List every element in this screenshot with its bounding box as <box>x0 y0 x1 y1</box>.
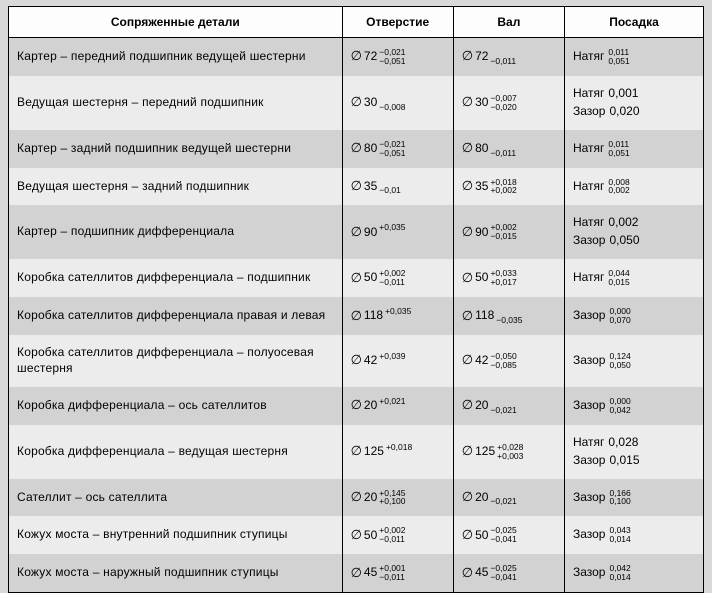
table-row: Кожух моста – наружный подшипник ступицы… <box>9 554 704 592</box>
cell-desc: Картер – задний подшипник ведущей шестер… <box>9 130 343 168</box>
cell-fit: Натяг0,0110,051 <box>564 38 703 76</box>
cell-fit: Зазор0,0000,070 <box>564 297 703 335</box>
cell-hole: ∅ 42 +0,039. <box>342 335 453 387</box>
cell-hole: ∅ 118 +0,035. <box>342 297 453 335</box>
cell-desc: Ведущая шестерня – задний подшипник <box>9 168 343 206</box>
cell-hole: ∅ 30 .−0,008 <box>342 76 453 130</box>
table-row: Кожух моста – внутренний подшипник ступи… <box>9 516 704 554</box>
cell-shaft: ∅ 30 −0,007−0,020 <box>453 76 564 130</box>
cell-hole: ∅ 125 +0,018. <box>342 425 453 479</box>
table-row: Сателлит – ось сателлита ∅ 20 +0,145+0,1… <box>9 479 704 517</box>
cell-shaft: ∅ 50 +0,033+0,017 <box>453 259 564 297</box>
table-row: Ведущая шестерня – передний подшипник ∅ … <box>9 76 704 130</box>
cell-fit: Зазор0,0420,014 <box>564 554 703 592</box>
cell-fit: Натяг0,0440,015 <box>564 259 703 297</box>
cell-shaft: ∅ 35 +0,018+0,002 <box>453 168 564 206</box>
cell-desc: Коробка дифференциала – ведущая шестерня <box>9 425 343 479</box>
cell-fit: Зазор0,1240,050 <box>564 335 703 387</box>
cell-desc: Коробка сателлитов дифференциала – полуо… <box>9 335 343 387</box>
cell-hole: ∅ 50 +0,002−0,011 <box>342 516 453 554</box>
table-row: Картер – задний подшипник ведущей шестер… <box>9 130 704 168</box>
table-header-row: Сопряженные детали Отверстие Вал Посадка <box>9 7 704 38</box>
col-header-fit: Посадка <box>564 7 703 38</box>
cell-hole: ∅ 90 +0,035. <box>342 205 453 259</box>
cell-desc: Сателлит – ось сателлита <box>9 479 343 517</box>
cell-hole: ∅ 50 +0,002−0,011 <box>342 259 453 297</box>
tolerances-table: Сопряженные детали Отверстие Вал Посадка… <box>8 6 704 593</box>
table-row: Коробка сателлитов дифференциала – полуо… <box>9 335 704 387</box>
cell-hole: ∅ 72 −0,021−0,051 <box>342 38 453 76</box>
cell-hole: ∅ 20 +0,145+0,100 <box>342 479 453 517</box>
cell-fit: Зазор0,0000,042 <box>564 387 703 425</box>
cell-fit: Натяг0,0110,051 <box>564 130 703 168</box>
table-row: Ведущая шестерня – задний подшипник ∅ 35… <box>9 168 704 206</box>
table-body: Картер – передний подшипник ведущей шест… <box>9 38 704 593</box>
cell-desc: Коробка дифференциала – ось сателлитов <box>9 387 343 425</box>
cell-desc: Коробка сателлитов дифференциала правая … <box>9 297 343 335</box>
cell-hole: ∅ 20 +0,021. <box>342 387 453 425</box>
cell-fit: Зазор0,1660,100 <box>564 479 703 517</box>
cell-shaft: ∅ 42 −0,050−0,085 <box>453 335 564 387</box>
cell-desc: Ведущая шестерня – передний подшипник <box>9 76 343 130</box>
cell-shaft: ∅ 125 +0,028+0,003 <box>453 425 564 479</box>
cell-desc: Кожух моста – наружный подшипник ступицы <box>9 554 343 592</box>
cell-fit: Натяг0,0080,002 <box>564 168 703 206</box>
col-header-hole: Отверстие <box>342 7 453 38</box>
cell-desc: Картер – подшипник дифференциала <box>9 205 343 259</box>
cell-desc: Коробка сателлитов дифференциала – подши… <box>9 259 343 297</box>
cell-shaft: ∅ 118 .−0,035 <box>453 297 564 335</box>
cell-shaft: ∅ 80 .−0,011 <box>453 130 564 168</box>
table-row: Картер – передний подшипник ведущей шест… <box>9 38 704 76</box>
cell-shaft: ∅ 72 .−0,011 <box>453 38 564 76</box>
cell-shaft: ∅ 20 .−0,021 <box>453 387 564 425</box>
table-row: Коробка дифференциала – ось сателлитов ∅… <box>9 387 704 425</box>
cell-shaft: ∅ 45 −0,025−0,041 <box>453 554 564 592</box>
cell-hole: ∅ 80 −0,021−0,051 <box>342 130 453 168</box>
cell-fit: Натяг0,001Зазор0,020 <box>564 76 703 130</box>
cell-fit: Зазор0,0430,014 <box>564 516 703 554</box>
cell-shaft: ∅ 90 +0,002−0,015 <box>453 205 564 259</box>
cell-desc: Кожух моста – внутренний подшипник ступи… <box>9 516 343 554</box>
col-header-shaft: Вал <box>453 7 564 38</box>
cell-fit: Натяг0,002Зазор0,050 <box>564 205 703 259</box>
table-row: Коробка сателлитов дифференциала правая … <box>9 297 704 335</box>
cell-fit: Натяг0,028Зазор0,015 <box>564 425 703 479</box>
cell-shaft: ∅ 20 .−0,021 <box>453 479 564 517</box>
table-row: Коробка дифференциала – ведущая шестерня… <box>9 425 704 479</box>
cell-hole: ∅ 35 .−0,01 <box>342 168 453 206</box>
col-header-parts: Сопряженные детали <box>9 7 343 38</box>
cell-desc: Картер – передний подшипник ведущей шест… <box>9 38 343 76</box>
table-row: Картер – подшипник дифференциала ∅ 90 +0… <box>9 205 704 259</box>
cell-shaft: ∅ 50 −0,025−0,041 <box>453 516 564 554</box>
table-row: Коробка сателлитов дифференциала – подши… <box>9 259 704 297</box>
cell-hole: ∅ 45 +0,001−0,011 <box>342 554 453 592</box>
